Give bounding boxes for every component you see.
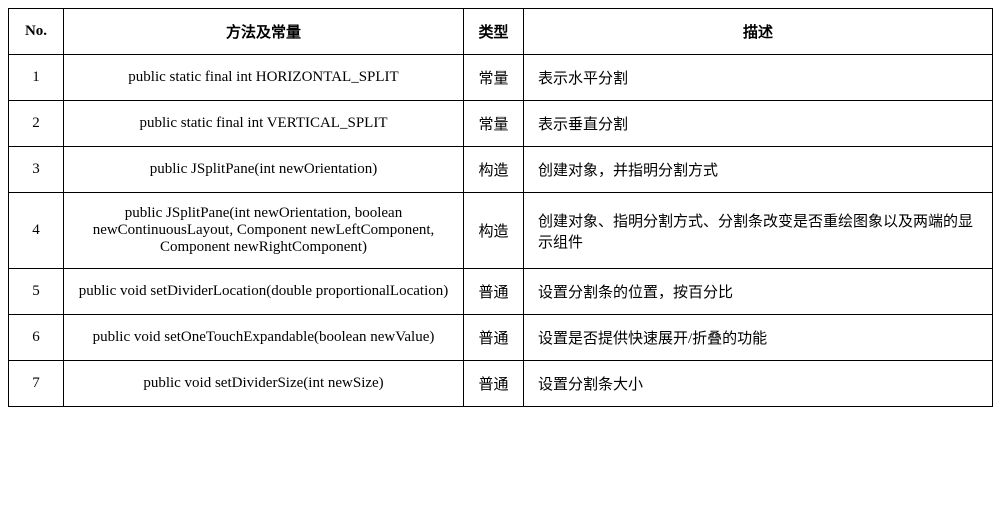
cell-method: public static final int VERTICAL_SPLIT bbox=[64, 101, 464, 147]
header-desc: 描述 bbox=[524, 9, 993, 55]
table-row: 5 public void setDividerLocation(double … bbox=[9, 269, 993, 315]
cell-desc: 创建对象、指明分割方式、分割条改变是否重绘图象以及两端的显示组件 bbox=[524, 193, 993, 269]
table-row: 2 public static final int VERTICAL_SPLIT… bbox=[9, 101, 993, 147]
cell-method: public JSplitPane(int newOrientation, bo… bbox=[64, 193, 464, 269]
cell-desc: 创建对象，并指明分割方式 bbox=[524, 147, 993, 193]
cell-no: 5 bbox=[9, 269, 64, 315]
table-row: 3 public JSplitPane(int newOrientation) … bbox=[9, 147, 993, 193]
cell-method: public void setDividerSize(int newSize) bbox=[64, 361, 464, 407]
header-no: No. bbox=[9, 9, 64, 55]
table-row: 6 public void setOneTouchExpandable(bool… bbox=[9, 315, 993, 361]
cell-type: 普通 bbox=[464, 361, 524, 407]
api-table: No. 方法及常量 类型 描述 1 public static final in… bbox=[8, 8, 993, 407]
cell-type: 普通 bbox=[464, 269, 524, 315]
cell-desc: 表示水平分割 bbox=[524, 55, 993, 101]
cell-desc: 设置分割条的位置，按百分比 bbox=[524, 269, 993, 315]
cell-type: 常量 bbox=[464, 101, 524, 147]
cell-method: public JSplitPane(int newOrientation) bbox=[64, 147, 464, 193]
header-method: 方法及常量 bbox=[64, 9, 464, 55]
cell-method: public void setOneTouchExpandable(boolea… bbox=[64, 315, 464, 361]
cell-no: 1 bbox=[9, 55, 64, 101]
cell-type: 构造 bbox=[464, 147, 524, 193]
cell-no: 3 bbox=[9, 147, 64, 193]
cell-type: 构造 bbox=[464, 193, 524, 269]
cell-method: public static final int HORIZONTAL_SPLIT bbox=[64, 55, 464, 101]
header-type: 类型 bbox=[464, 9, 524, 55]
cell-method: public void setDividerLocation(double pr… bbox=[64, 269, 464, 315]
cell-desc: 设置分割条大小 bbox=[524, 361, 993, 407]
cell-type: 普通 bbox=[464, 315, 524, 361]
cell-no: 4 bbox=[9, 193, 64, 269]
cell-desc: 表示垂直分割 bbox=[524, 101, 993, 147]
cell-desc: 设置是否提供快速展开/折叠的功能 bbox=[524, 315, 993, 361]
table-row: 4 public JSplitPane(int newOrientation, … bbox=[9, 193, 993, 269]
cell-no: 2 bbox=[9, 101, 64, 147]
table-header-row: No. 方法及常量 类型 描述 bbox=[9, 9, 993, 55]
table-row: 1 public static final int HORIZONTAL_SPL… bbox=[9, 55, 993, 101]
cell-no: 6 bbox=[9, 315, 64, 361]
table-row: 7 public void setDividerSize(int newSize… bbox=[9, 361, 993, 407]
cell-type: 常量 bbox=[464, 55, 524, 101]
cell-no: 7 bbox=[9, 361, 64, 407]
